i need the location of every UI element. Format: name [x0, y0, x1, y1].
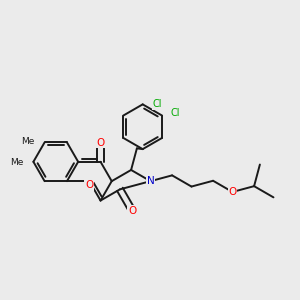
Text: O: O [228, 187, 237, 197]
Text: O: O [128, 206, 136, 216]
Text: Cl: Cl [170, 108, 180, 118]
Text: O: O [85, 180, 94, 190]
Text: N: N [147, 176, 154, 186]
Text: Me: Me [10, 158, 24, 167]
Text: O: O [96, 138, 105, 148]
Text: Me: Me [21, 137, 35, 146]
Text: Cl: Cl [153, 99, 162, 110]
